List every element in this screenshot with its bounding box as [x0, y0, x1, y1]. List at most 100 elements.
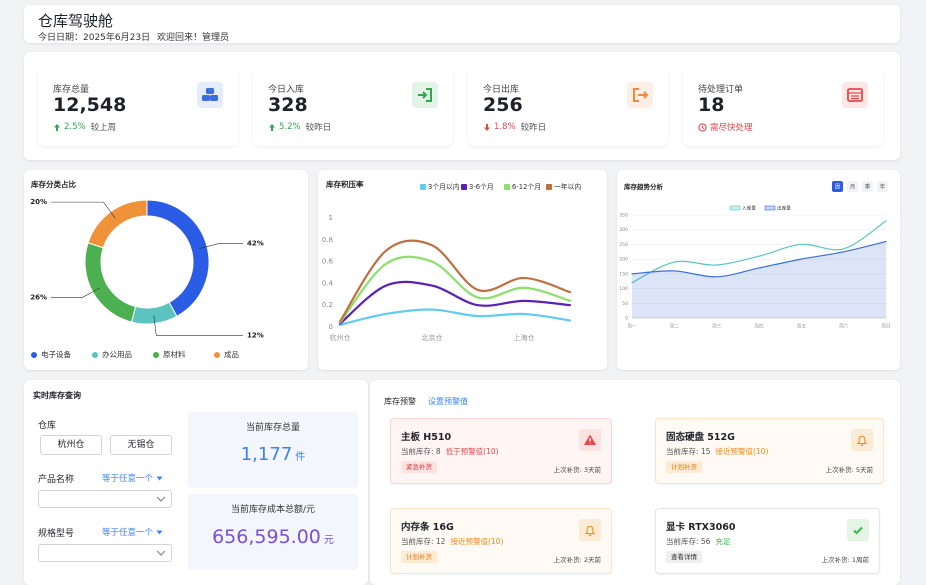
x-tick-label: 周四 — [754, 324, 764, 330]
kpi-value: 256 — [483, 94, 523, 116]
operator-select[interactable]: 等于任意一个 — [102, 526, 163, 538]
kpi-value: 18 — [698, 94, 725, 116]
kpi-change: 5.2% 较昨日 — [268, 121, 331, 133]
glyph — [633, 88, 639, 102]
icon — [54, 123, 60, 131]
period-tab[interactable] — [832, 181, 843, 192]
legend-swatch — [546, 184, 552, 190]
line — [338, 255, 572, 324]
y-tick-label: 0.6 — [322, 258, 334, 266]
period-tab[interactable] — [877, 181, 888, 192]
alert-card: 固态硬盘 512G 当前库存: 15 接近预警值(10) 计划补货 上次补货: 5天前 — [655, 418, 884, 484]
change-value: 2.5% — [64, 122, 86, 132]
stock: 当前库存: 56 — [666, 537, 711, 546]
legend-label: 出库量 — [777, 205, 791, 212]
warehouse-button[interactable]: 无锡仓 — [110, 435, 172, 455]
icon — [418, 88, 432, 102]
legend-label: 6-12个月 — [512, 183, 541, 191]
stock: 当前库存: 15 — [666, 447, 711, 456]
glyph — [847, 88, 863, 102]
legend-label: 一年以内 — [554, 182, 581, 191]
last-restock: 上次补货: 2天前 — [553, 556, 601, 564]
chart-title: 库存分类占比 — [31, 179, 76, 189]
kpi-label: 库存总量 — [53, 85, 90, 95]
select-box[interactable] — [38, 544, 172, 562]
slice-label: 12% — [247, 331, 264, 339]
kpi-label: 今日入库 — [268, 85, 305, 95]
x-tick-label: 周三 — [712, 324, 722, 330]
y-tick-label: 0 — [625, 316, 628, 322]
chevron — [156, 496, 166, 502]
kpi-card: 今日入库 328 5.2% 较昨日 — [253, 68, 453, 146]
legend-label: 办公用品 — [102, 349, 132, 359]
stock-status: 接近预警值(10) — [450, 537, 504, 546]
icon — [857, 435, 867, 446]
set-threshold-link[interactable]: 设置预警值 — [428, 397, 468, 406]
glyph — [853, 526, 863, 535]
glyph — [210, 95, 218, 101]
icon — [202, 88, 218, 101]
legend-label: 原材料 — [163, 349, 186, 359]
warehouse-button[interactable]: 杭州仓 — [40, 435, 102, 455]
legend-swatch — [420, 184, 426, 190]
x-tick-label: 北京仓 — [422, 333, 443, 342]
change-value: 1.8% — [494, 122, 516, 132]
kpi-card: 待处理订单 18 需尽快处理 — [683, 68, 883, 146]
alert-tag[interactable]: 查看详情 — [666, 551, 702, 563]
trend-arrow — [269, 123, 275, 131]
legend-swatch — [764, 205, 776, 211]
caret — [156, 476, 163, 480]
stock-status: 低于预警值(10) — [445, 447, 499, 456]
kpi-note: 需尽快处理 — [710, 123, 753, 133]
slice-label: 42% — [247, 240, 264, 248]
last-restock: 上次补货: 3天前 — [553, 466, 601, 474]
y-tick-label: 0.2 — [322, 301, 333, 309]
period-tab-label: 季 — [865, 182, 871, 190]
stock: 当前库存: 8 — [401, 447, 441, 456]
kpi-change: 需尽快处理 — [698, 121, 753, 133]
trend-arrow — [484, 123, 490, 131]
alert-tag: 计划补货 — [401, 551, 437, 563]
x-tick-label: 周日 — [881, 324, 890, 330]
pie-slice — [146, 199, 210, 318]
stock-row: 当前库存: 8 低于预警值(10) — [401, 446, 499, 457]
glyph — [202, 95, 210, 101]
change-compare: 较昨日 — [520, 123, 547, 133]
operator-select[interactable]: 等于任意一个 — [102, 472, 163, 484]
chart: 库存积压率 0 0.2 0.4 0.6 0.8 1 杭州仓 北京仓 上海仓 3个月以内 3-6个月 6-… — [322, 179, 582, 342]
item-name: 内存条 16G — [401, 522, 454, 533]
legend-swatch — [504, 184, 510, 190]
period-tab[interactable] — [847, 181, 858, 192]
chevron — [156, 550, 166, 556]
date: 今日日期：2025年6月23日 — [38, 33, 151, 43]
field-label: 产品名称 — [38, 475, 75, 485]
icon — [853, 526, 863, 535]
period-tab-label: 年 — [880, 182, 886, 190]
kpi-card: 库存总量 12,548 2.5% 较上周 — [38, 68, 238, 146]
panel-title: 库存预警 — [384, 397, 416, 406]
icon — [156, 476, 163, 480]
query-panel: 实时库存查询 仓库 杭州仓 无锡仓 产品名称 等于任意一个 规格型号 等于任意一个 当前库存总量… — [24, 380, 368, 585]
line — [631, 240, 887, 278]
glyph — [585, 525, 595, 536]
line — [338, 308, 572, 326]
icon — [156, 530, 163, 534]
glyph — [426, 88, 432, 102]
alert-card: 主板 H510 当前库存: 8 低于预警值(10) 紧急补货 上次补货: 3天前 — [390, 418, 612, 484]
legend-label: 3-6个月 — [469, 183, 494, 191]
line — [631, 220, 887, 284]
period-tab[interactable] — [862, 181, 873, 192]
icon — [156, 496, 166, 502]
y-tick-label: 100 — [619, 286, 628, 292]
glyph — [418, 91, 428, 99]
alert-tag: 计划补货 — [666, 461, 702, 473]
legend-swatch — [729, 205, 741, 211]
icon — [584, 434, 596, 445]
icon — [633, 88, 649, 102]
period-tab-label: 月 — [850, 183, 856, 190]
legend-swatch — [214, 352, 220, 358]
select-box[interactable] — [38, 490, 172, 508]
kpi-value: 328 — [268, 94, 308, 116]
stat-box: 当前库存成本总额/元 656,595.00 元 — [188, 494, 358, 570]
